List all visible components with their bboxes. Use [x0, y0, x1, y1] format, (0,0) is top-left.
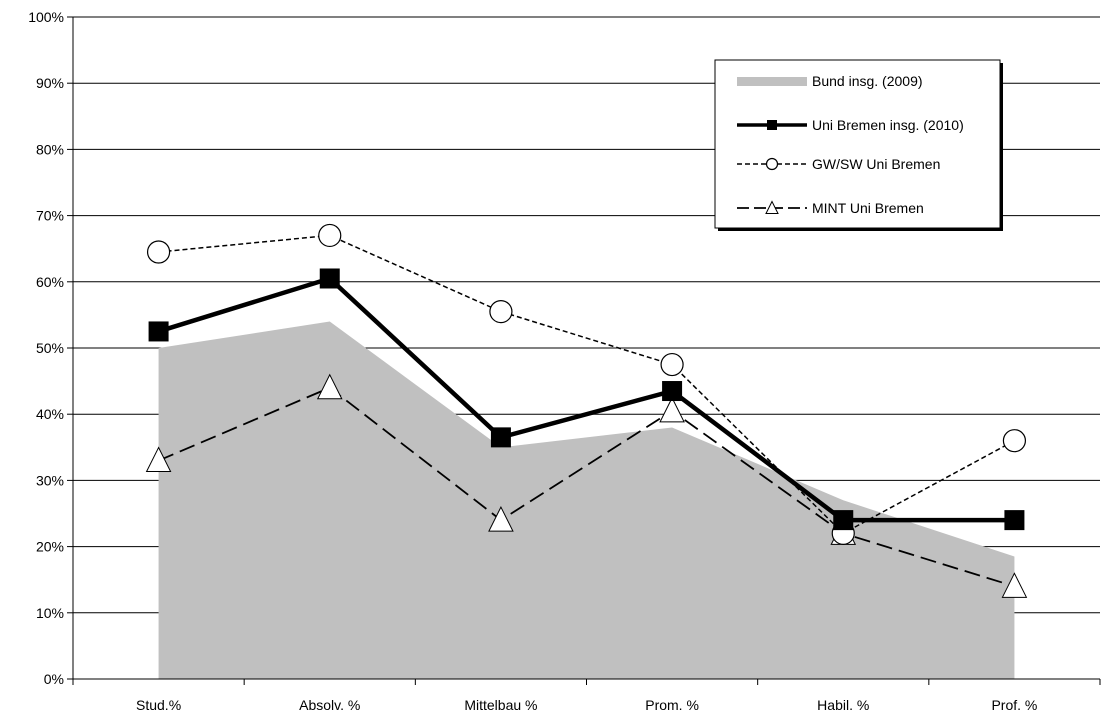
x-tick-label-mittelbau: Mittelbau %: [464, 697, 537, 713]
marker-uni-bremen-insg-2010-point: [662, 381, 683, 402]
marker-uni-bremen-insg-2010-point: [1004, 510, 1025, 531]
y-tick-label: 50%: [36, 340, 64, 356]
line-series-layer: [145, 223, 1028, 598]
y-tick-label: 100%: [28, 9, 64, 25]
legend-box: [714, 59, 1001, 229]
legend-uni-bremen-insg-2010-point: [767, 120, 777, 130]
legend-item-gw-sw-uni-bremen: GW/SW Uni Bremen: [737, 156, 940, 172]
y-tick-label: 10%: [36, 605, 64, 621]
marker-uni-bremen-insg-2010-point: [490, 427, 511, 448]
marker-uni-bremen-insg-2010-point: [319, 268, 340, 289]
area-bund-insg-2009: [158, 321, 1015, 679]
marker-gw-sw-uni-bremen-point: [489, 299, 513, 324]
marker-mint-uni-bremen-point: [1001, 572, 1028, 598]
marker-gw-sw-uni-bremen-point: [1002, 429, 1027, 453]
marker-uni-bremen-insg-2010-point: [833, 510, 854, 531]
legend-label: Bund insg. (2009): [812, 73, 923, 89]
legend-item-uni-bremen-insg-2010: Uni Bremen insg. (2010): [737, 117, 964, 133]
y-tick-label: 60%: [36, 274, 64, 290]
x-tick-label-stud: Stud.%: [136, 697, 181, 713]
y-tick-label: 40%: [36, 406, 64, 422]
x-axis-tick-labels: Stud.% Absolv. % Mittelbau % Prom. % Habil. …: [136, 697, 1037, 713]
series-uni-bremen-insg-2010: [148, 268, 1025, 531]
y-tick-label: 20%: [36, 539, 64, 555]
y-tick-label: 70%: [36, 208, 64, 224]
x-tick-label-prof: Prof. %: [991, 697, 1037, 713]
area-series-layer: [158, 321, 1015, 679]
line-uni-bremen-insg-2010: [157, 275, 1015, 523]
marker-gw-sw-uni-bremen-point: [660, 352, 684, 377]
y-tick-label: 80%: [36, 141, 64, 157]
y-tick-label: 0%: [44, 671, 64, 687]
marker-uni-bremen-insg-2010-point: [148, 321, 169, 342]
marker-gw-sw-uni-bremen-point: [146, 240, 171, 264]
series-gw-sw-uni-bremen: [146, 223, 1027, 545]
legend-mint-uni-bremen-point: [765, 200, 779, 214]
y-axis-tick-labels: 0% 10% 20% 30% 40% 50% 60% 70% 80% 90% 100%: [28, 9, 64, 687]
x-tick-label-prom: Prom. %: [645, 697, 699, 713]
y-tick-label: 90%: [36, 75, 64, 91]
legend-item-mint-uni-bremen: MINT Uni Bremen: [737, 200, 924, 216]
legend-label: GW/SW Uni Bremen: [812, 156, 940, 172]
y-tick-label: 30%: [36, 472, 64, 488]
marker-mint-uni-bremen-point: [316, 373, 343, 400]
legend: Bund insg. (2009) Uni Bremen insg. (2010)…: [714, 59, 1003, 231]
axes: [67, 16, 1101, 685]
marker-mint-uni-bremen-point: [145, 446, 172, 473]
x-tick-label-absolv: Absolv. %: [299, 697, 360, 713]
marker-mint-uni-bremen-point: [488, 506, 514, 532]
marker-mint-uni-bremen-point: [659, 396, 685, 423]
legend-swatch: [737, 77, 807, 86]
legend-gw-sw-uni-bremen-point: [765, 157, 779, 171]
legend-label: Uni Bremen insg. (2010): [812, 117, 964, 133]
x-tick-label-habil: Habil. %: [817, 697, 869, 713]
legend-item-bund-insg-2009: Bund insg. (2009): [737, 73, 923, 89]
marker-gw-sw-uni-bremen-point: [318, 223, 342, 248]
legend-label: MINT Uni Bremen: [812, 200, 924, 216]
